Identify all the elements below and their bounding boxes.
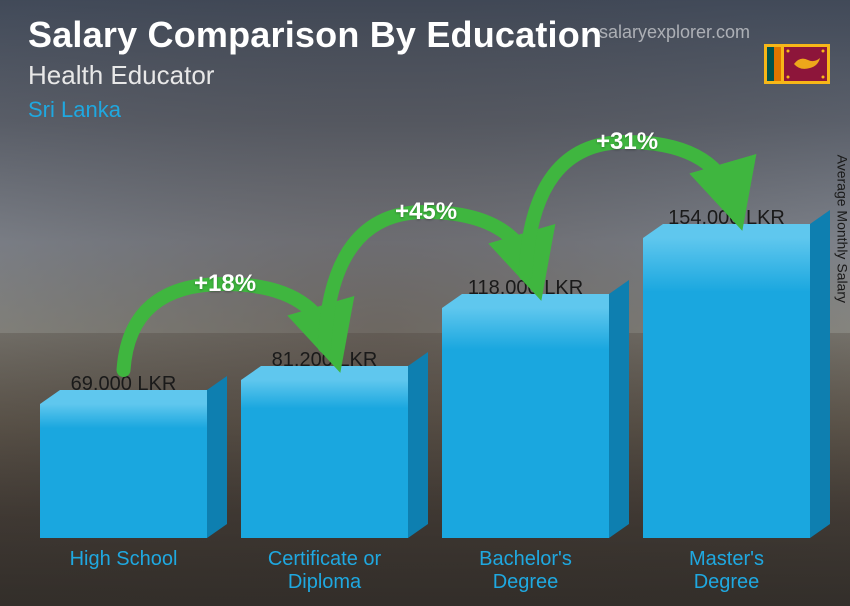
x-axis-label: Master'sDegree xyxy=(643,548,810,594)
bar: 81,200 LKR xyxy=(241,380,408,538)
bar: 69,000 LKR xyxy=(40,404,207,538)
x-axis-label: Certificate orDiploma xyxy=(241,548,408,594)
bar-front xyxy=(241,380,408,538)
watermark: salaryexplorer.com xyxy=(599,22,750,43)
bar-top-face xyxy=(643,224,830,238)
bar-front xyxy=(643,238,810,538)
bar-side-face xyxy=(207,376,227,538)
bar-top-face xyxy=(40,390,227,404)
bar-side-face xyxy=(408,352,428,538)
x-axis-labels: High School Certificate orDiploma Bachelor… xyxy=(40,548,810,594)
bar-front xyxy=(40,404,207,538)
salary-chart: 69,000 LKR 81,200 LKR118,000 LKR154,000 L… xyxy=(40,124,810,594)
bar-group: 69,000 LKR 81,200 LKR118,000 LKR154,000 L… xyxy=(40,158,810,538)
x-axis-label: Bachelor'sDegree xyxy=(442,548,609,594)
increase-percent: +31% xyxy=(596,128,658,156)
bar-top-face xyxy=(442,294,629,308)
bar-side-face xyxy=(810,210,830,538)
country-label: Sri Lanka xyxy=(28,97,830,123)
flag-icon xyxy=(764,44,830,84)
bar: 154,000 LKR xyxy=(643,238,810,538)
bar-top-face xyxy=(241,366,428,380)
bar-side-face xyxy=(609,280,629,538)
bar: 118,000 LKR xyxy=(442,308,609,538)
x-axis-label: High School xyxy=(40,548,207,594)
bar-front xyxy=(442,308,609,538)
subtitle: Health Educator xyxy=(28,60,830,91)
